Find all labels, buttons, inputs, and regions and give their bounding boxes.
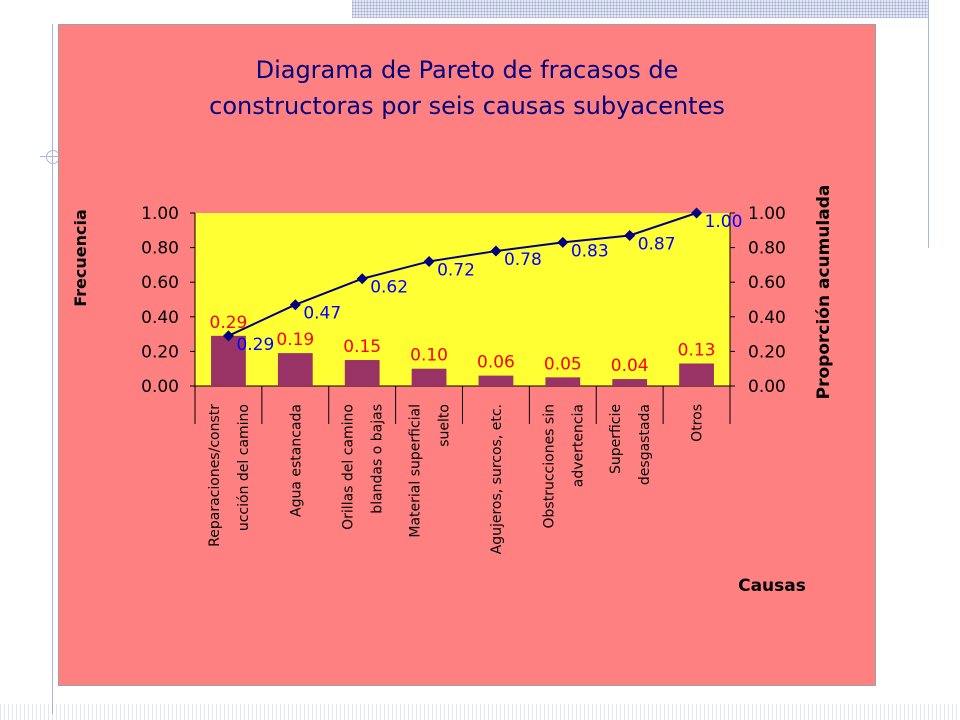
x-category-label-line: Material superficial [408,404,424,538]
cumulative-marker [289,299,301,311]
x-category-label: Obstrucciones sin advertencia [541,404,586,528]
bar [277,353,313,386]
y-tick-label: 1.00 [141,204,179,224]
x-category-label: Otros [690,404,706,442]
cumulative-marker [691,207,703,219]
cumulative-data-label: 0.78 [504,250,542,270]
cumulative-data-label: 0.62 [370,278,408,298]
frequency-data-label: 0.10 [410,346,448,366]
y2-tick-label: 0.60 [748,273,786,293]
y-tick-label: 0.00 [141,377,179,397]
x-category-label-line: Superficie [608,404,624,474]
bar [411,368,447,386]
cumulative-line [228,212,697,337]
frequency-data-label: 0.29 [210,313,248,333]
slide-decoration-top-bar [352,0,928,18]
x-category-label: Reparaciones/constr ucción del camino [207,404,252,547]
x-category-label-line: desgastada [637,404,653,485]
x-category-label: Agujeros, surcos, etc. [489,404,505,554]
frequency-data-label: 0.06 [477,353,515,373]
frequency-data-label: 0.04 [611,356,649,376]
bar [344,360,380,386]
frequency-data-label: 0.05 [544,354,582,374]
bar [679,363,714,386]
x-category-label-line: advertencia [570,404,586,487]
y-axis-title: Frecuencia [71,209,90,307]
cumulative-data-label: 0.47 [303,304,341,324]
y-tick-label: 0.20 [141,342,179,362]
bar [612,379,648,386]
y2-tick-label: 0.40 [748,308,786,328]
cumulative-data-label: 1.00 [705,212,743,232]
x-category-label: Orillas del camino blandas o bajas [341,404,386,530]
bar [211,335,246,386]
y-tick-label: 0.40 [141,308,179,328]
bar [545,377,581,386]
x-axis-title: Causas [738,576,806,596]
cumulative-data-label: 0.87 [638,234,676,254]
y2-tick-label: 0.20 [748,342,786,362]
x-category-label-line: Reparaciones/constr [207,404,223,547]
cumulative-marker [423,255,435,267]
frequency-data-label: 0.13 [678,341,716,361]
cumulative-marker [624,229,636,241]
x-category-label-line: Orillas del camino [341,404,357,530]
frequency-data-label: 0.15 [343,337,381,357]
chart-title-line-1: Diagrama de Pareto de fracasos de [255,56,679,84]
x-category-label-line: blandas o bajas [370,404,386,514]
x-category-label-line: Otros [690,404,706,442]
cumulative-marker [490,245,502,257]
x-category-label: Superficie desgastada [608,404,653,485]
x-category-label: Agua estancada [288,404,304,517]
x-category-label-line: Obstrucciones sin [541,404,557,528]
slide-decoration-bottom [0,704,960,720]
cumulative-marker [557,236,569,248]
chart-title-line-2: constructoras por seis causas subyacente… [209,92,725,120]
x-category-label-line: Agujeros, surcos, etc. [489,404,505,554]
frequency-data-label: 0.19 [276,330,314,350]
x-category-label-line: suelto [437,404,453,447]
cumulative-marker [356,273,368,285]
x-category-label: Material superficial suelto [408,404,453,538]
cumulative-data-label: 0.72 [437,260,475,280]
bar [478,375,514,386]
chart-title: Diagrama de Pareto de fracasos de constr… [58,52,876,124]
x-category-label-line: ucción del camino [236,404,252,531]
y2-tick-label: 0.00 [748,377,786,397]
cumulative-marker [222,330,234,342]
x-category-label-line: Agua estancada [288,404,304,517]
slide-decoration-line [52,24,53,714]
y2-axis-title: Proporción acumulada [814,185,834,400]
y-tick-label: 0.80 [141,239,179,259]
cumulative-data-label: 0.29 [236,335,274,355]
cumulative-data-label: 0.83 [571,241,609,261]
slide-decoration-line [928,0,929,248]
y2-tick-label: 1.00 [748,204,786,224]
y2-tick-label: 0.80 [748,239,786,259]
y-tick-label: 0.60 [141,273,179,293]
